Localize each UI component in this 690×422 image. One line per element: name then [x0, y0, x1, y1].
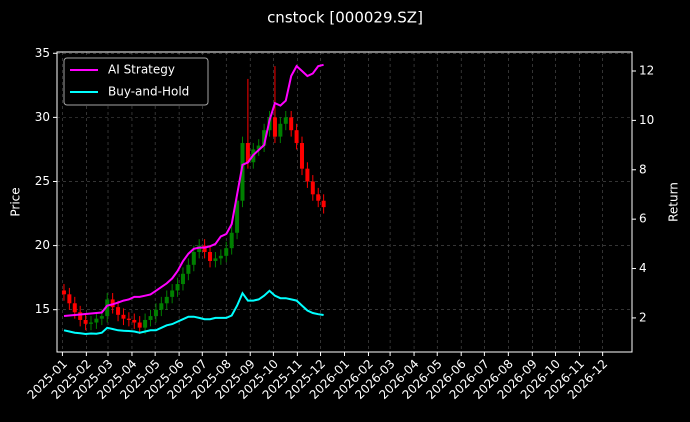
legend-box	[63, 57, 209, 106]
candle-body	[99, 316, 104, 319]
y-tick-label: 15	[35, 302, 50, 316]
return-line	[63, 63, 324, 317]
candle-body	[289, 117, 294, 131]
y-tick-label: 20	[35, 238, 50, 252]
y2-tick-label: 12	[639, 64, 654, 78]
candle-body	[186, 264, 191, 274]
candle-body	[67, 294, 72, 304]
candle-body	[121, 314, 126, 319]
y-axis-label: Price	[9, 187, 23, 216]
candle-body	[180, 273, 185, 285]
candle-body	[316, 194, 321, 201]
candle-body	[105, 299, 110, 317]
candle-body	[137, 322, 142, 328]
y-tick-label: 25	[35, 174, 50, 188]
y-tick-label: 35	[35, 46, 50, 60]
plot-frame	[56, 51, 633, 353]
candle-body	[272, 117, 277, 137]
return-line	[63, 289, 324, 336]
candle-body	[305, 168, 310, 182]
candle-body	[175, 284, 180, 291]
candle-body	[240, 143, 245, 201]
candle-body	[132, 319, 137, 323]
candle-body	[245, 143, 250, 163]
candle-body	[61, 290, 66, 295]
legend-label: AI Strategy	[108, 63, 175, 77]
legend-label: Buy-and-Hold	[108, 85, 189, 99]
candle-body	[278, 123, 283, 137]
y2-tick-label: 8	[639, 162, 647, 176]
candle-body	[143, 319, 148, 328]
candle-body	[148, 316, 153, 320]
candle-body	[213, 258, 218, 261]
candle-body	[283, 117, 288, 124]
candle-body	[72, 303, 77, 313]
candle-body	[208, 252, 213, 261]
y2-tick-label: 6	[639, 212, 647, 226]
candle-body	[126, 318, 131, 320]
candle-body	[294, 130, 299, 144]
y2-axis-label: Return	[667, 182, 681, 222]
candle-body	[153, 309, 158, 317]
candle-body	[116, 307, 121, 315]
y2-tick-label: 10	[639, 113, 654, 127]
candle-body	[224, 248, 229, 256]
y2-tick-label: 4	[639, 261, 647, 275]
candle-body	[299, 143, 304, 169]
y-tick-label: 30	[35, 110, 50, 124]
y2-tick-label: 2	[639, 310, 647, 324]
candle-body	[78, 312, 83, 320]
candle-body	[229, 232, 234, 249]
candle-body	[159, 303, 164, 310]
candle-body	[321, 200, 326, 208]
candle-body	[197, 245, 202, 252]
candle-body	[202, 245, 207, 252]
candle-body	[83, 319, 88, 324]
candle-body	[191, 252, 196, 265]
candle-body	[164, 296, 169, 304]
candle-body	[310, 181, 315, 195]
candle-body	[235, 200, 240, 233]
candle-body	[218, 255, 223, 259]
candle-body	[262, 130, 267, 146]
candle-body	[94, 318, 99, 323]
candle-body	[256, 145, 261, 150]
chart-title: cnstock [000029.SZ]	[267, 9, 423, 27]
candle-body	[89, 322, 94, 324]
candle-body	[170, 290, 175, 297]
